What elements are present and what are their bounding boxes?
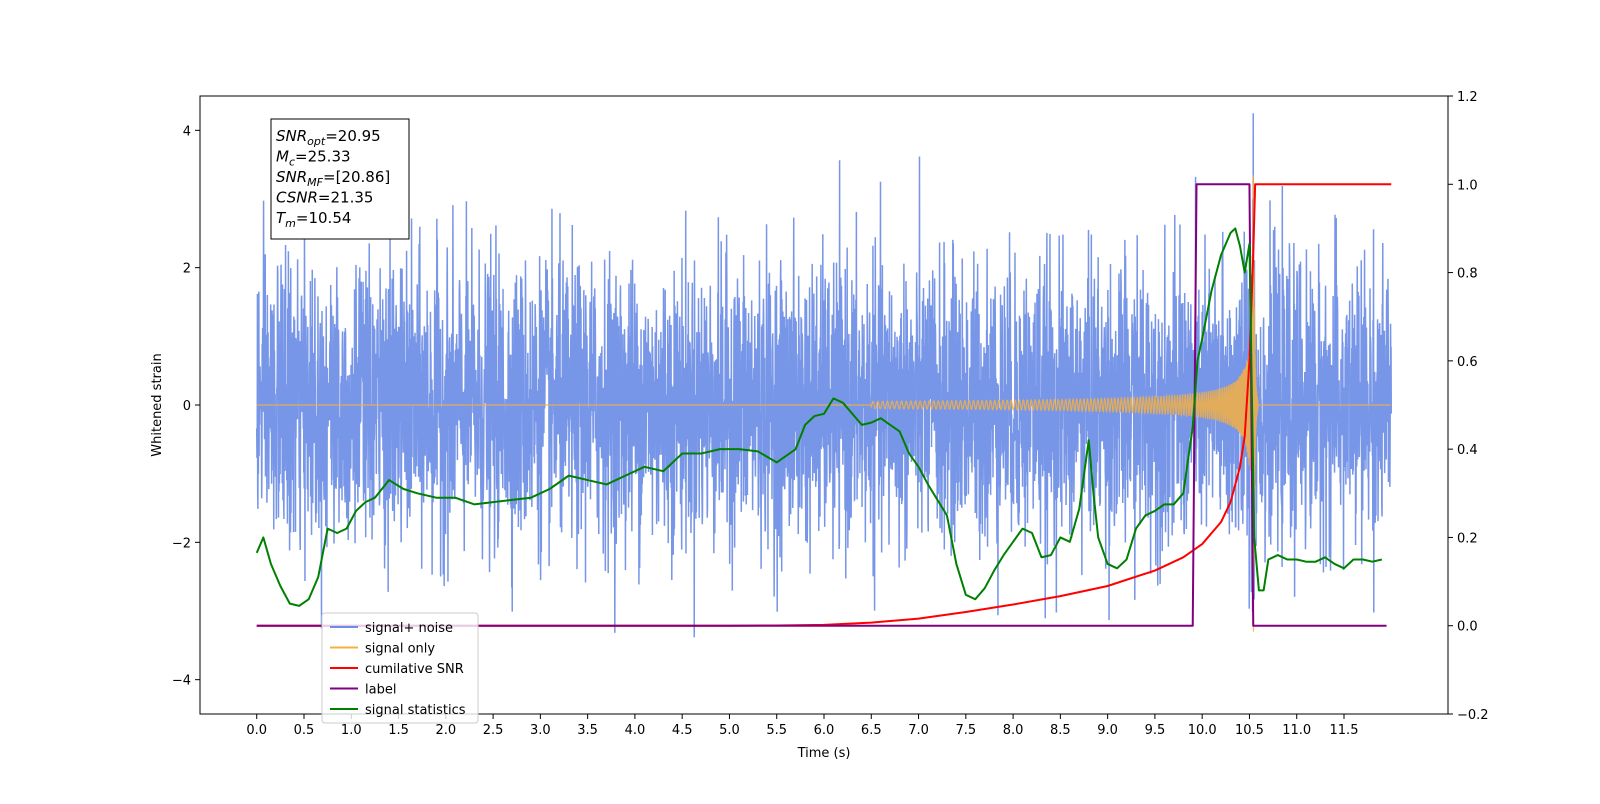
series-cumulative-snr	[256, 183, 1392, 627]
x-tick-label: 7.0	[908, 723, 929, 738]
x-tick-label: 3.0	[530, 723, 551, 738]
series-label	[256, 183, 1387, 627]
x-tick-label: 9.0	[1097, 723, 1118, 738]
legend: signal+ noise signal only cumilative SNR la…	[321, 612, 479, 724]
x-tick-label: 7.5	[955, 723, 976, 738]
legend-entry: signal only	[365, 642, 435, 657]
legend-entry: cumilative SNR	[365, 662, 464, 677]
annotation-value: =20.95	[325, 127, 381, 145]
y-tick-label: 4	[183, 124, 191, 139]
x-tick-label: 10.5	[1235, 723, 1264, 738]
annotation-value: =[20.86]	[323, 168, 390, 186]
series-signal-noise	[255, 113, 1393, 638]
y-tick-label: 2	[183, 262, 191, 277]
x-tick-label: 8.0	[1003, 723, 1024, 738]
annotation-symbol: T	[276, 209, 287, 227]
annotation-line: Mc=25.33	[276, 148, 351, 169]
x-tick-label: 11.0	[1282, 723, 1311, 738]
x-tick-label: 4.5	[672, 723, 693, 738]
y2-tick-label: 1.2	[1457, 90, 1478, 105]
series-signal-only	[256, 175, 1392, 632]
x-tick-label: 8.5	[1050, 723, 1071, 738]
annotation-box: SNRopt=20.95Mc=25.33SNRMF=[20.86]CSNR=21…	[270, 118, 410, 240]
x-tick-label: 2.0	[435, 723, 456, 738]
annotation-subscript: m	[285, 217, 296, 230]
annotation-symbol: CSNR	[276, 189, 318, 207]
x-tick-label: 3.5	[577, 723, 598, 738]
y2-tick-label: −0.2	[1457, 708, 1489, 723]
y-tick-label: −4	[172, 674, 191, 689]
legend-entry: signal+ noise	[365, 621, 453, 636]
x-axis: 0.0 0.5 1.0 1.5 2.0 2.5 3.0 3.5 4.0 4.5 5.0 5.5 6.0 6…	[246, 714, 1358, 738]
x-tick-label: 9.5	[1145, 723, 1166, 738]
annotation-subscript: MF	[307, 176, 323, 189]
annotation-value: =25.33	[295, 148, 351, 166]
x-tick-label: 5.0	[719, 723, 740, 738]
x-tick-label: 0.0	[246, 723, 267, 738]
y2-tick-label: 0.8	[1457, 267, 1478, 282]
annotation-symbol: SNR	[276, 127, 307, 145]
annotation-line: SNRopt=20.95	[276, 127, 381, 148]
y-tick-label: −2	[172, 536, 191, 551]
annotation-symbol: M	[276, 148, 289, 166]
x-tick-label: 4.0	[625, 723, 646, 738]
y-axis-right: 1.2 1.0 0.8 0.6 0.4 0.2 0.0 −0.2	[1448, 90, 1489, 723]
legend-entry: signal statistics	[365, 703, 466, 718]
annotation-symbol: SNR	[276, 168, 307, 186]
x-axis-label: Time (s)	[797, 746, 851, 761]
x-tick-label: 1.5	[388, 723, 409, 738]
legend-frame	[321, 612, 479, 724]
y-axis-left: 4 2 0 −2 −4	[172, 124, 200, 689]
annotation-line: CSNR=21.35	[276, 189, 373, 207]
annotation-frame	[270, 118, 410, 240]
y-tick-label: 0	[183, 399, 191, 414]
series-layer	[255, 113, 1393, 638]
y2-tick-label: 1.0	[1457, 178, 1478, 193]
y-axis-label: Whitened strain	[150, 353, 165, 456]
annotation-value: =10.54	[296, 209, 352, 227]
x-tick-label: 6.0	[814, 723, 835, 738]
annotation-line: SNRMF=[20.86]	[276, 168, 390, 189]
y2-tick-label: 0.0	[1457, 620, 1478, 635]
annotation-subscript: opt	[307, 135, 326, 148]
y2-tick-label: 0.2	[1457, 531, 1478, 546]
annotation-line: Tm=10.54	[276, 209, 351, 230]
x-tick-label: 0.5	[294, 723, 315, 738]
x-tick-label: 1.0	[341, 723, 362, 738]
x-tick-label: 5.5	[766, 723, 787, 738]
x-tick-label: 6.5	[861, 723, 882, 738]
legend-entry: label	[365, 683, 396, 698]
x-tick-label: 2.5	[483, 723, 504, 738]
y2-tick-label: 0.4	[1457, 443, 1478, 458]
x-tick-label: 10.0	[1188, 723, 1217, 738]
annotation-value: =21.35	[318, 189, 374, 207]
annotation-subscript: c	[289, 156, 295, 169]
series-signal-statistics	[255, 227, 1383, 607]
y2-tick-label: 0.6	[1457, 355, 1478, 370]
x-tick-label: 11.5	[1330, 723, 1359, 738]
